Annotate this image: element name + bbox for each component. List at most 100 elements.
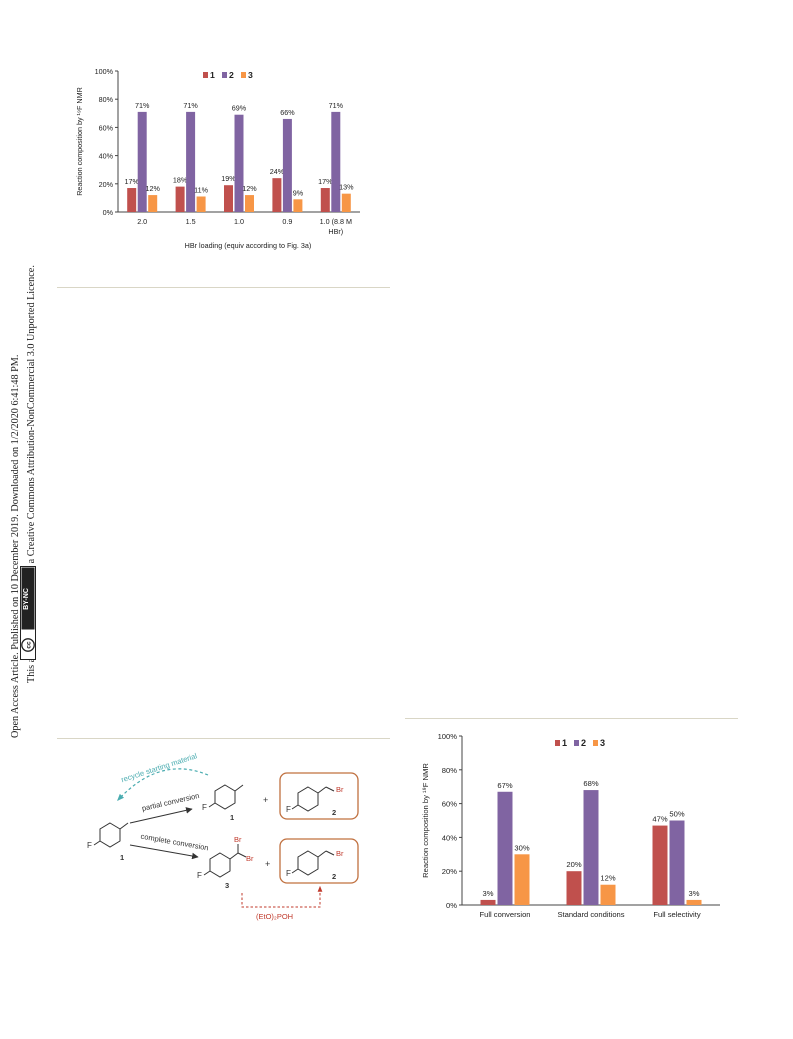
chart-hbr-loading: 0% 20% 40% 60% 80% 100% Reaction composition b… <box>75 67 360 250</box>
data-label: 50% <box>669 810 684 819</box>
data-label: 47% <box>652 815 667 824</box>
bar-series-3 <box>341 193 351 212</box>
x-axis-label: HBr loading (equiv according to Fig. 3a) <box>185 241 312 250</box>
label-2-top: 2 <box>332 808 336 817</box>
category-label: 1.0 (8.8 M <box>320 217 352 226</box>
svg-text:F: F <box>286 869 291 878</box>
divider-scheme <box>57 738 390 739</box>
bar-series-3 <box>600 884 616 905</box>
bar-series-3 <box>514 854 530 905</box>
legend-swatch-2 <box>222 72 227 78</box>
svg-text:F: F <box>87 841 92 850</box>
data-label: 12% <box>600 874 615 883</box>
legend-swatch-3 <box>241 72 246 78</box>
legend-label-2: 2 <box>229 70 234 80</box>
molecule-2-top: F Br <box>286 785 344 814</box>
y-tick-label: 40% <box>442 833 457 842</box>
legend-label-1: 1 <box>562 738 567 748</box>
cc-icon <box>21 638 35 652</box>
data-label: 68% <box>583 779 598 788</box>
category-label: 0.9 <box>282 217 292 226</box>
label-1-recovered: 1 <box>230 813 234 822</box>
svg-text:Br: Br <box>246 854 254 863</box>
bar-series-3 <box>293 199 303 212</box>
y-tick-label: 40% <box>99 152 114 161</box>
legend-swatch-2 <box>574 740 579 746</box>
plus-top: + <box>263 795 268 805</box>
complete-label: complete conversion <box>140 832 209 853</box>
data-label: 17% <box>318 177 333 186</box>
legend-swatch-1 <box>203 72 208 78</box>
reduction-arrow <box>241 885 323 908</box>
label-2-bottom: 2 <box>332 872 336 881</box>
product-2-frame-bottom <box>279 838 359 884</box>
data-label: 9% <box>293 188 304 197</box>
bar-series-1 <box>224 185 233 212</box>
data-label: 3% <box>689 889 700 898</box>
bar-series-2 <box>282 118 292 212</box>
category-label: Full conversion <box>479 910 530 919</box>
y-tick-label: 0% <box>103 208 114 217</box>
bar-series-2 <box>669 820 685 905</box>
y-tick-label: 20% <box>99 180 114 189</box>
svg-text:F: F <box>286 805 291 814</box>
bar-series-1 <box>127 188 137 212</box>
label-1-start: 1 <box>120 853 124 862</box>
partial-arrow <box>129 807 193 824</box>
molecule-3: F Br Br <box>197 835 254 880</box>
category-label: Standard conditions <box>557 910 624 919</box>
data-label: 12% <box>242 184 257 193</box>
legend-swatch-3 <box>593 740 598 746</box>
legend-label-2: 2 <box>581 738 586 748</box>
svg-text:Br: Br <box>336 785 344 794</box>
y-tick-label: 100% <box>438 732 458 741</box>
y-tick-label: 80% <box>442 766 457 775</box>
data-label: 71% <box>183 101 198 110</box>
complete-arrow <box>129 844 199 860</box>
plus-bottom: + <box>265 859 270 869</box>
data-label: 71% <box>135 101 150 110</box>
svg-text:F: F <box>202 803 207 812</box>
data-label: 66% <box>280 108 295 117</box>
divider-chart2 <box>405 718 738 719</box>
y-tick-label: 60% <box>99 123 114 132</box>
y-axis-label: Reaction composition by ¹⁹F NMR <box>75 87 84 196</box>
molecule-2-bottom: F Br <box>286 849 344 878</box>
open-access-line: Open Access Article. Published on 10 Dec… <box>10 354 21 738</box>
category-label: 1.5 <box>186 217 196 226</box>
bar-series-3 <box>148 195 158 212</box>
data-label: 17% <box>125 177 140 186</box>
legend-label-3: 3 <box>248 70 253 80</box>
bar-series-3 <box>686 899 702 905</box>
reaction-scheme: recycle starting material F 1 partial co… <box>87 751 359 921</box>
data-label: 13% <box>339 183 354 192</box>
product-2-frame-top <box>279 772 359 820</box>
bar-series-2 <box>234 114 244 212</box>
bar-series-1 <box>175 186 185 212</box>
data-label: 69% <box>232 104 247 113</box>
bar-series-1 <box>566 871 582 905</box>
data-label: 18% <box>173 176 188 185</box>
svg-text:Br: Br <box>234 835 242 844</box>
bar-series-1 <box>480 899 496 905</box>
bar-series-1 <box>652 825 668 905</box>
reagent-label: (EtO)₂POH <box>256 912 293 921</box>
molecule-1-start: F <box>87 822 129 850</box>
by-nc-text: BY-NC <box>23 588 30 610</box>
bar-series-2 <box>583 790 599 905</box>
label-3: 3 <box>225 881 229 890</box>
chart-conditions: 0% 20% 40% 60% 80% 100% Reaction composition b… <box>421 732 720 919</box>
legend-label-1: 1 <box>210 70 215 80</box>
cc-by-nc-badge[interactable]: cc BY-NC <box>20 566 36 660</box>
divider-top <box>57 287 390 288</box>
y-tick-label: 60% <box>442 800 457 809</box>
bar-series-1 <box>320 188 330 212</box>
data-label: 20% <box>566 860 581 869</box>
molecule-1-recovered: F <box>202 784 244 812</box>
category-label: Full selectivity <box>653 910 700 919</box>
bar-series-3 <box>245 195 254 212</box>
y-tick-label: 80% <box>99 95 114 104</box>
data-label: 12% <box>146 184 161 193</box>
bar-series-3 <box>196 196 206 212</box>
bar-series-2 <box>331 111 341 212</box>
